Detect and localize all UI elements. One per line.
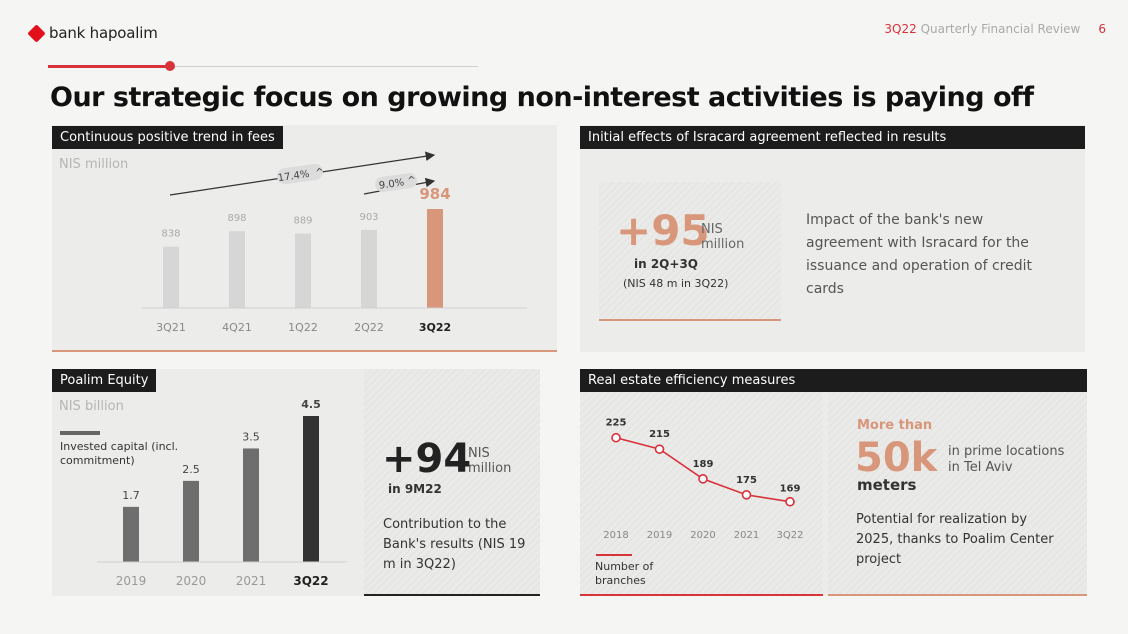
equity-num-unit: NIS million xyxy=(468,446,512,476)
logo: bank hapoalim xyxy=(27,23,158,43)
fees-bar xyxy=(295,233,311,308)
fees-unit: NIS million xyxy=(59,157,129,172)
real-estate-kpi-box: More than 50k meters in prime locations … xyxy=(828,392,1087,596)
branches-legend-label: Number of branches xyxy=(595,560,654,587)
fees-chart: 17.4% ^ 9.0% ^ 838 3Q21 898 4Q21 889 1Q22 903 2… xyxy=(142,151,527,334)
equity-period: in 9M22 xyxy=(388,482,442,496)
fees-growth-caret-2: ^ xyxy=(407,175,417,187)
isracard-description: Impact of the bank's new agreement with … xyxy=(806,212,1032,297)
equity-description: Contribution to the Bank's results (NIS … xyxy=(383,517,526,572)
equity-bar xyxy=(123,506,139,562)
isracard-kpi-box: +95 NIS million in 2Q+3Q (NIS 48 m in 3Q2… xyxy=(599,182,781,321)
branches-point xyxy=(654,444,665,454)
branches-category-label: 2021 xyxy=(734,530,759,541)
equity-kpi-box: +94 NIS million in 9M22 Contribution to t… xyxy=(364,369,540,596)
equity-panel-title: Poalim Equity xyxy=(52,369,157,392)
real-estate-big-value: 50k xyxy=(855,435,938,481)
equity-bar xyxy=(183,480,199,562)
fees-category-label: 2Q22 xyxy=(354,321,384,334)
fees-category-label: 3Q21 xyxy=(156,321,186,334)
header-info: 3Q22 Quarterly Financial Review 6 xyxy=(884,22,1106,36)
equity-category-label: 2020 xyxy=(176,574,207,588)
page-title: Our strategic focus on growing non-inter… xyxy=(50,82,1034,113)
fees-bar xyxy=(427,209,443,308)
review-period: 3Q22 xyxy=(884,22,917,36)
equity-category-label: 2021 xyxy=(236,574,267,588)
logo-diamond-icon xyxy=(27,23,46,43)
equity-bar xyxy=(243,448,259,562)
equity-bar-value: 4.5 xyxy=(301,398,321,411)
fees-bar-value: 889 xyxy=(293,215,312,226)
branches-category-label: 2020 xyxy=(690,530,715,541)
real-estate-panel-title: Real estate efficiency measures xyxy=(580,369,1087,392)
fees-growth-pill-2 xyxy=(375,173,418,192)
branches-point xyxy=(698,474,708,484)
isracard-note: (NIS 48 m in 3Q22) xyxy=(623,277,729,290)
real-estate-big-unit: meters xyxy=(857,476,917,494)
equity-legend-swatch xyxy=(60,431,100,435)
equity-legend-label: Invested capital (incl. commitment) xyxy=(60,440,179,467)
equity-bar-value: 2.5 xyxy=(182,463,200,476)
review-title: Quarterly Financial Review xyxy=(920,22,1081,36)
fees-panel-title: Continuous positive trend in fees xyxy=(52,126,283,149)
fees-growth-label-2: 9.0% xyxy=(378,177,405,191)
page-number: 6 xyxy=(1098,22,1106,36)
fees-category-label: 4Q21 xyxy=(222,321,252,334)
header-divider xyxy=(48,66,478,67)
equity-bar-value: 1.7 xyxy=(122,489,140,502)
fees-category-label: 3Q22 xyxy=(419,321,451,334)
isracard-unit: NIS million xyxy=(701,222,745,252)
fees-bar xyxy=(229,231,245,308)
fees-growth-pill-1 xyxy=(277,163,323,185)
header-accent xyxy=(48,65,170,68)
isracard-panel: Initial effects of Isracard agreement re… xyxy=(580,125,1085,352)
real-estate-panel: Real estate efficiency measures 225 2018 2… xyxy=(580,369,1087,596)
real-estate-potential: Potential for realization by 2025, thank… xyxy=(856,512,1054,567)
branches-value-label: 169 xyxy=(780,484,801,495)
branches-point xyxy=(611,432,621,443)
branches-value-label: 175 xyxy=(736,475,757,486)
fees-bar-value: 838 xyxy=(161,229,180,240)
isracard-period: in 2Q+3Q xyxy=(634,257,698,271)
equity-big-value: +94 xyxy=(382,436,472,482)
fees-bar-value: 984 xyxy=(419,185,450,203)
real-estate-location: in prime locations in Tel Aviv xyxy=(948,444,1065,475)
branches-legend-swatch xyxy=(596,554,632,556)
equity-bar xyxy=(303,416,319,562)
fees-bar-value: 898 xyxy=(227,213,246,224)
branches-category-label: 2018 xyxy=(603,530,628,541)
branches-chart: 225 2018 215 2019 189 2020 175 2021 169 3Q22 xyxy=(603,418,804,541)
branches-category-label: 2019 xyxy=(647,530,672,541)
brand-name: bank hapoalim xyxy=(49,24,158,42)
branches-point xyxy=(785,496,795,507)
equity-chart: 1.7 2019 2.5 2020 3.5 2021 4.5 3Q22 xyxy=(97,398,347,588)
more-than-label: More than xyxy=(857,418,933,433)
branches-chart-box: 225 2018 215 2019 189 2020 175 2021 169 3Q22 Numb… xyxy=(580,392,823,596)
fees-bar xyxy=(163,246,179,308)
equity-bar-value: 3.5 xyxy=(242,430,260,443)
equity-unit: NIS billion xyxy=(59,399,124,414)
fees-growth-label-1: 17.4% xyxy=(277,169,310,184)
fees-bar-value: 903 xyxy=(359,212,378,223)
equity-category-label: 3Q22 xyxy=(293,574,328,588)
equity-category-label: 2019 xyxy=(116,574,147,588)
fees-bar xyxy=(361,229,377,308)
fees-category-label: 1Q22 xyxy=(288,321,318,334)
header-accent-dot xyxy=(165,61,175,71)
branches-value-label: 215 xyxy=(649,429,670,440)
branches-value-label: 225 xyxy=(606,418,627,429)
isracard-panel-title: Initial effects of Isracard agreement re… xyxy=(580,126,1085,149)
fees-growth-caret-1: ^ xyxy=(315,167,325,179)
equity-panel: Poalim Equity NIS billion Invested capit… xyxy=(52,369,364,596)
fees-panel: Continuous positive trend in fees NIS mi… xyxy=(52,125,557,352)
isracard-big-value: +95 xyxy=(616,206,710,255)
branches-point xyxy=(741,490,752,500)
branches-category-label: 3Q22 xyxy=(777,530,804,541)
branches-value-label: 189 xyxy=(693,459,714,470)
